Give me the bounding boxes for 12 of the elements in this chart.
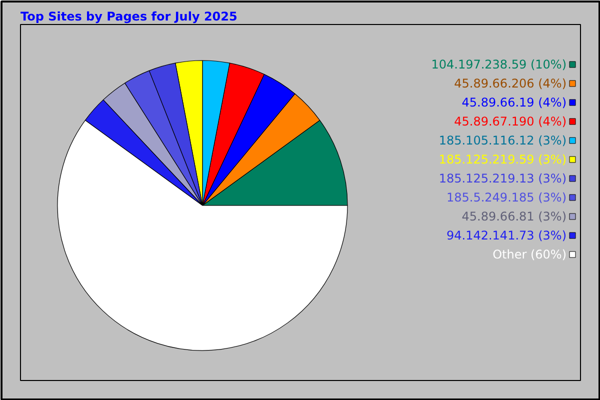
legend-label: 185.5.249.185 (3%) (446, 190, 567, 204)
legend-label: 185.125.219.59 (3%) (438, 152, 566, 166)
legend-label: 185.105.116.12 (3%) (438, 134, 566, 148)
chart-title: Top Sites by Pages for July 2025 (20, 10, 238, 24)
legend-label: 45.89.66.81 (3%) (462, 210, 567, 224)
legend-label: Other (60%) (492, 248, 566, 262)
legend-label: 185.125.219.13 (3%) (438, 172, 566, 186)
legend-label: 45.89.66.19 (4%) (462, 96, 567, 110)
legend-label: 45.89.66.206 (4%) (454, 76, 567, 90)
legend-label: 104.197.238.59 (10%) (431, 58, 567, 72)
legend-label: 94.142.141.73 (3%) (446, 228, 567, 242)
legend-label: 45.89.67.190 (4%) (454, 114, 567, 128)
